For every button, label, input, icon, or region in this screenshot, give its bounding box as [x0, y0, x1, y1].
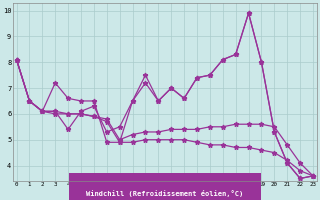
- X-axis label: Windchill (Refroidissement éolien,°C): Windchill (Refroidissement éolien,°C): [86, 190, 244, 197]
